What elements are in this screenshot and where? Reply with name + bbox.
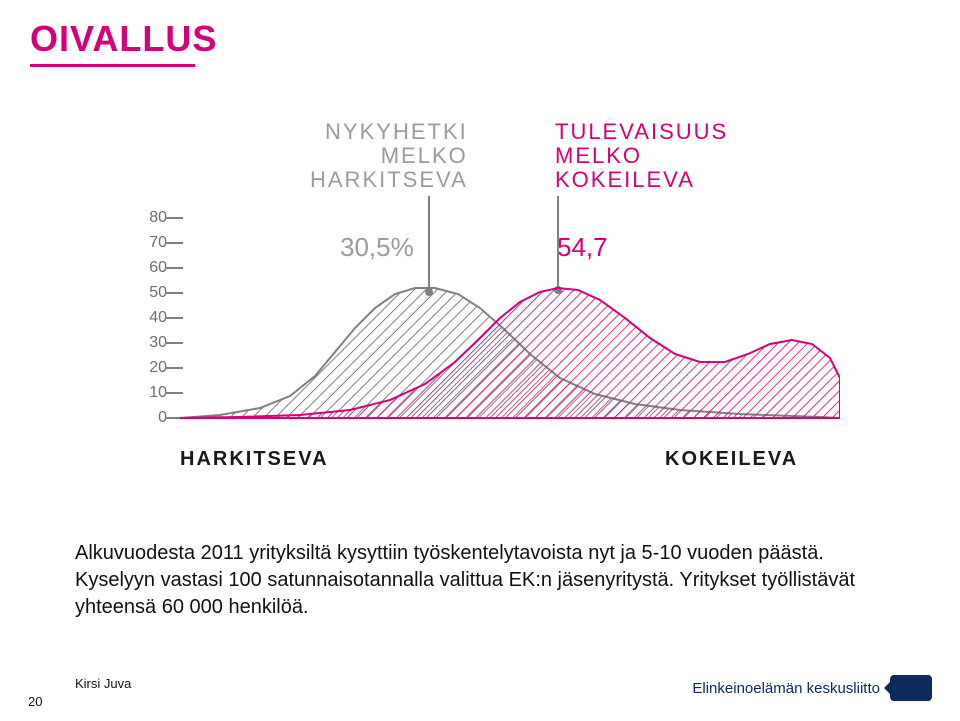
page-number: 20 <box>28 694 42 709</box>
footer-org: Elinkeinoelämän keskusliitto EK <box>692 675 932 701</box>
callout-nyky-title: NYKYHETKI <box>310 120 468 144</box>
callout-tul-title: TULEVAISUUS <box>555 120 728 144</box>
callout-tulevaisuus: TULEVAISUUS MELKO KOKEILEVA <box>555 120 728 193</box>
series-tulevaisuus <box>180 288 840 418</box>
logo-text: OIVALLUS <box>30 18 217 60</box>
logo: OIVALLUS <box>30 18 217 67</box>
logo-underline <box>30 64 195 67</box>
callout-nyky-sub2: HARKITSEVA <box>310 168 468 192</box>
callout-tul-sub2: KOKEILEVA <box>555 168 728 192</box>
footer-org-text: Elinkeinoelämän keskusliitto <box>692 680 880 697</box>
xlabel-left: HARKITSEVA <box>180 448 329 471</box>
chart-svg <box>180 218 840 428</box>
callout-tul-sub1: MELKO <box>555 144 728 168</box>
caption-line1: Alkuvuodesta 2011 yrityksiltä kysyttiin … <box>75 542 824 564</box>
callout-nyky-sub1: MELKO <box>310 144 468 168</box>
caption-line2: Kyselyyn vastasi 100 satunnaisotannalla … <box>75 569 855 591</box>
ek-badge-text: EK <box>900 680 922 697</box>
footer-author: Kirsi Juva <box>75 676 131 691</box>
chart-area: NYKYHETKI MELKO HARKITSEVA TULEVAISUUS M… <box>125 120 845 490</box>
xlabel-right: KOKEILEVA <box>665 448 798 471</box>
ek-badge-icon: EK <box>890 675 932 701</box>
caption-line3: yhteensä 60 000 henkilöä. <box>75 596 309 618</box>
caption-text: Alkuvuodesta 2011 yrityksiltä kysyttiin … <box>75 540 895 621</box>
callout-nykyhetki: NYKYHETKI MELKO HARKITSEVA <box>310 120 468 193</box>
